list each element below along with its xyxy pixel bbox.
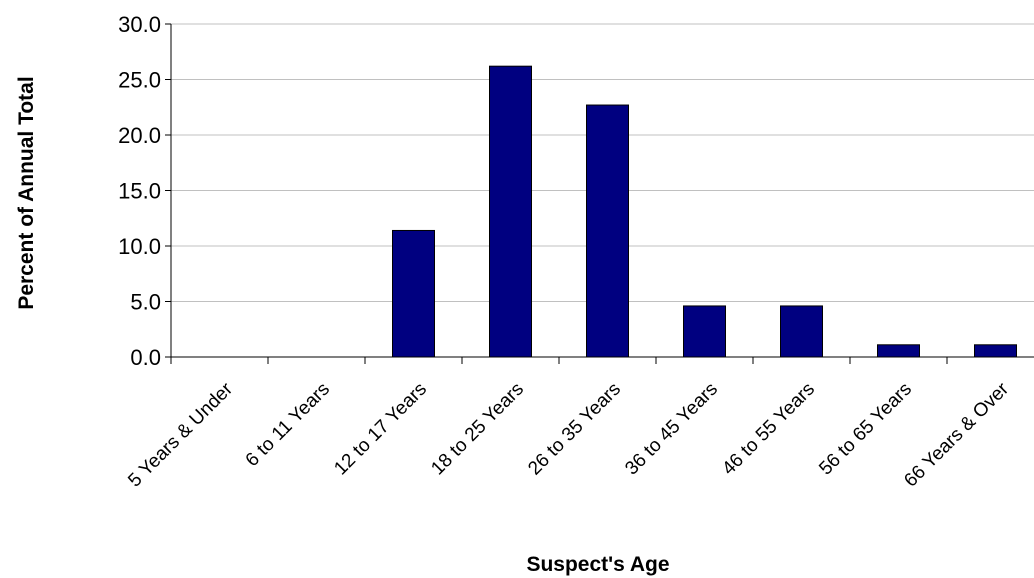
x-tick-label: 66 Years & Over <box>900 378 1013 491</box>
y-tick-label: 25.0 <box>118 68 161 93</box>
bar-series <box>392 65 1017 358</box>
bar <box>877 344 920 358</box>
y-tick-label: 5.0 <box>130 290 161 315</box>
x-tick-label: 56 to 65 Years <box>815 379 916 480</box>
x-tick-label: 36 to 45 Years <box>621 379 722 480</box>
x-tick-label: 26 to 35 Years <box>524 379 625 480</box>
x-tick-label: 5 Years & Under <box>124 378 237 491</box>
y-axis-title: Percent of Annual Total <box>15 76 38 309</box>
x-tick-label: 12 to 17 Years <box>330 379 431 480</box>
y-tick-labels: 0.0 5.0 10.0 15.0 20.0 25.0 30.0 <box>118 12 161 370</box>
bar <box>392 229 435 358</box>
y-tick-label: 15.0 <box>118 179 161 204</box>
y-tick-label: 0.0 <box>130 345 161 370</box>
x-tick-label: 46 to 55 Years <box>718 379 819 480</box>
bar <box>586 104 629 358</box>
x-tick-label: 18 to 25 Years <box>427 379 528 480</box>
bar <box>974 344 1017 358</box>
bar <box>780 305 823 358</box>
bar <box>683 305 726 358</box>
bar <box>489 65 532 358</box>
x-axis-title: Suspect's Age <box>526 553 669 576</box>
y-tick-label: 10.0 <box>118 234 161 259</box>
x-tick-label: 6 to 11 Years <box>242 379 334 471</box>
axes <box>165 23 1034 364</box>
y-tick-label: 30.0 <box>118 12 161 37</box>
y-tick-label: 20.0 <box>118 123 161 148</box>
